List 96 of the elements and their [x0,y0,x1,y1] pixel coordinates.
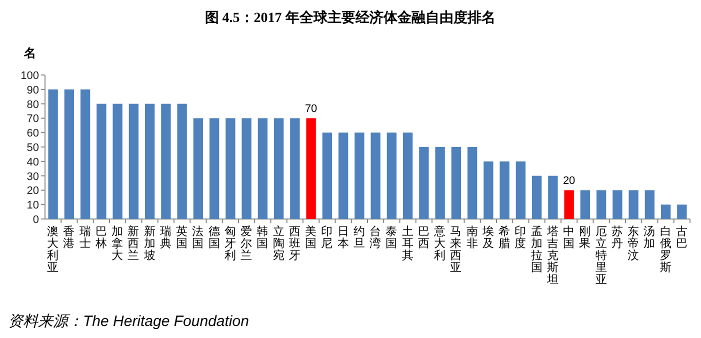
y-tick-label: 30 [26,170,39,183]
bar [677,204,687,219]
x-tick-label: 白俄罗斯 [660,225,672,274]
bar [48,89,58,219]
bar [338,132,348,219]
x-tick-label: 土耳其 [402,225,414,262]
bar [580,190,590,219]
x-tick-label: 意大利 [433,225,446,262]
x-tick-label: 西班牙 [288,225,301,262]
bar [435,147,445,219]
x-tick-label: 塔吉克斯坦 [546,225,559,286]
y-tick-label: 70 [26,113,39,126]
bar [612,190,622,219]
x-tick-label: 巴西 [418,226,430,250]
bar [193,118,204,219]
data-label: 20 [562,175,576,188]
bar [258,118,268,219]
x-tick-label: 汤加 [644,225,656,250]
data-label: 70 [304,103,318,116]
x-tick-label: 东帝汶 [628,224,640,262]
bar [226,118,236,219]
bar [402,132,413,219]
y-tick-label: 90 [26,84,39,96]
x-tick-label: 加拿大 [112,225,124,262]
bar [467,147,478,219]
bar [128,104,139,219]
bar [419,147,429,219]
y-tick-label: 100 [20,70,39,82]
bar [96,104,106,219]
x-tick-label: 印尼 [321,225,334,250]
x-tick-label: 法国 [192,225,204,250]
x-tick-label: 印度 [514,225,527,250]
bar [500,161,510,219]
y-tick-label: 50 [26,142,39,154]
x-tick-label: 美国 [305,224,318,250]
bar [290,118,300,219]
x-tick-label: 立陶宛 [272,224,285,262]
x-tick-label: 刚果 [579,225,592,250]
bar [451,147,462,219]
x-tick-label: 希腊 [498,225,511,250]
chart-title: 图 4.5：2017 年全球主要经济体金融自由度排名 [204,9,496,26]
bar [177,104,187,219]
x-tick-label: 瑞士 [79,225,92,250]
bar [80,89,90,219]
x-tick-label: 瑞典 [160,225,172,250]
bar [644,190,655,219]
bar [354,132,364,219]
x-tick-label: 苏丹 [611,225,624,250]
bar [548,176,558,219]
x-tick-label: 中国 [563,225,576,250]
y-tick-label: 20 [26,185,39,198]
bar [112,104,122,219]
bar [564,190,574,219]
x-tick-label: 泰国 [386,225,398,250]
bar [596,190,606,219]
y-tick-label: 0 [32,214,39,226]
x-tick-label: 古巴 [676,225,688,250]
x-tick-label: 埃及 [481,225,494,250]
bar [322,132,332,219]
bar [660,204,671,219]
x-tick-label: 德国 [208,225,220,250]
x-tick-label: 澳大利亚 [47,225,60,274]
x-tick-label: 厄立特里亚 [595,225,608,286]
x-tick-label: 日本 [337,225,350,250]
x-tick-label: 英国 [176,225,188,250]
bar [516,161,526,219]
y-tick-label: 10 [26,200,39,212]
bar [242,118,252,219]
x-tick-label: 约旦 [353,225,366,250]
x-tick-label: 匈牙利 [224,225,236,262]
bar [161,104,171,219]
x-tick-label: 爱尔兰 [240,225,253,262]
x-tick-label: 新加坡 [142,224,156,262]
bar [64,89,74,219]
bar [209,118,220,219]
x-tick-label: 巴林 [94,226,108,250]
x-tick-label: 台湾 [370,225,382,250]
y-tick-label: 80 [26,98,39,111]
bar [628,190,638,219]
y-tick-label: 40 [26,156,39,168]
x-tick-label: 南非 [466,225,478,250]
x-tick-label: 香港 [63,225,76,250]
bar [386,132,397,219]
bar [484,161,494,219]
y-axis-title: 名 [23,46,36,60]
x-tick-label: 新西兰 [128,224,140,262]
y-tick-label: 60 [26,128,39,140]
x-tick-label: 孟加拉国 [530,225,543,274]
text: 资料来源：The Heritage Foundation [8,313,249,330]
bar [370,132,380,219]
bar [144,104,155,219]
bar [274,118,284,219]
bar [306,118,316,219]
x-tick-label: 韩国 [256,225,269,250]
x-tick-label: 马来西亚 [450,225,462,274]
bar [532,176,542,219]
